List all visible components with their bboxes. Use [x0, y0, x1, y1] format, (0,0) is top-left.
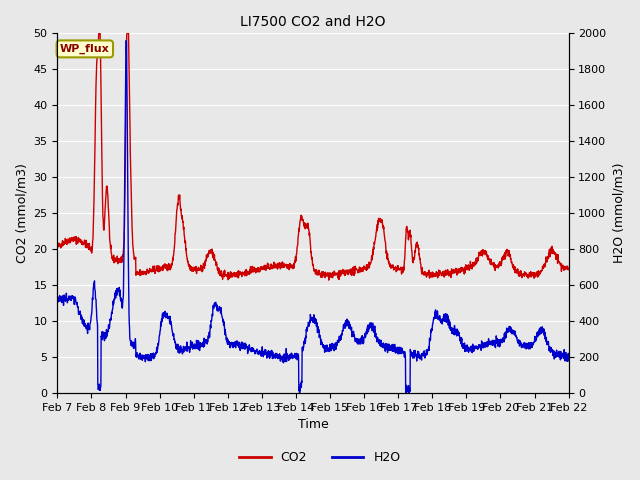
X-axis label: Time: Time [298, 419, 328, 432]
Y-axis label: H2O (mmol/m3): H2O (mmol/m3) [612, 163, 625, 264]
Text: WP_flux: WP_flux [60, 44, 109, 54]
Title: LI7500 CO2 and H2O: LI7500 CO2 and H2O [240, 15, 386, 29]
Y-axis label: CO2 (mmol/m3): CO2 (mmol/m3) [15, 163, 28, 263]
Legend: CO2, H2O: CO2, H2O [234, 446, 406, 469]
